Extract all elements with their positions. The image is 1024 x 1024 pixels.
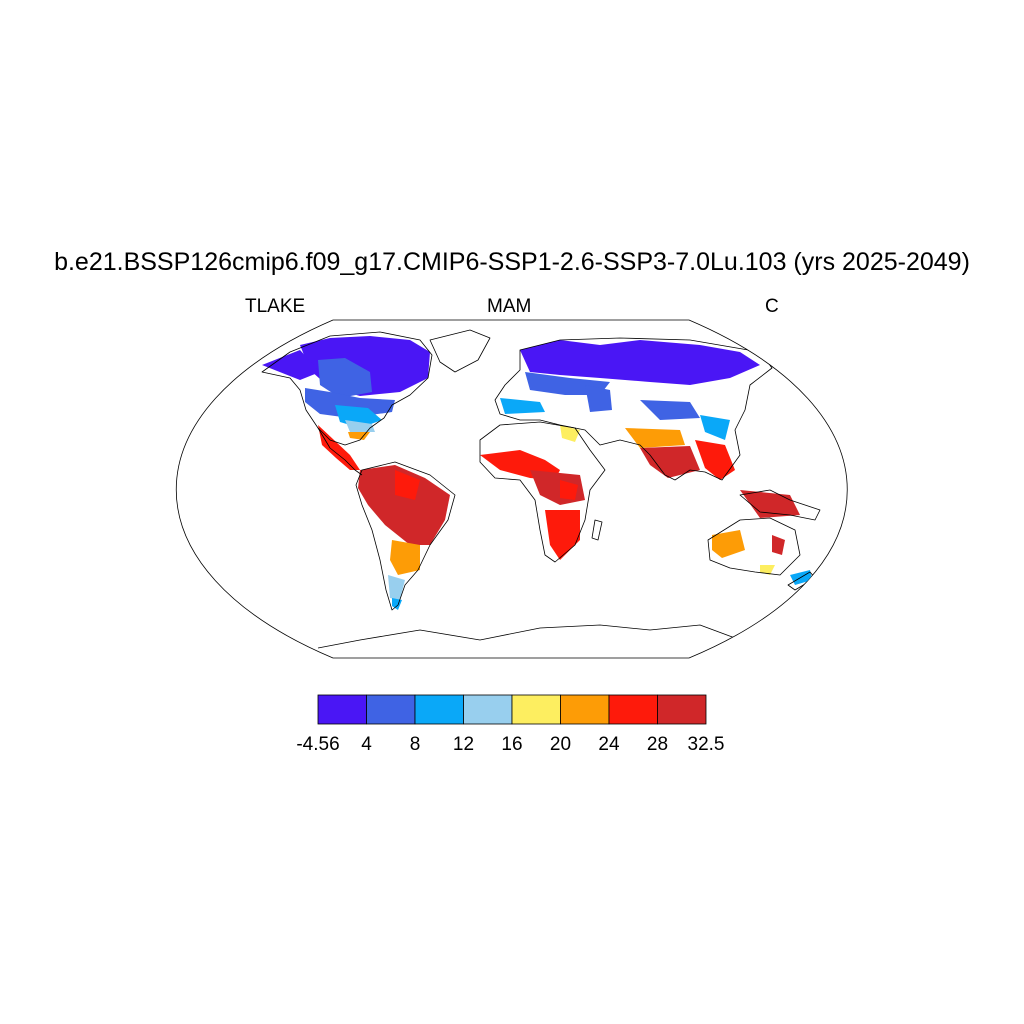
colorbar-tick-label: 32.5 [688, 734, 725, 755]
colorbar-tick-label: -4.56 [296, 734, 339, 755]
eurasia-cold-cells [500, 340, 760, 440]
colorbar-box-7 [657, 694, 707, 725]
colorbar-box-3 [463, 694, 513, 725]
lake-temperature-field [261, 329, 821, 651]
variable-label: TLAKE [245, 296, 306, 317]
colorbar-box-4 [511, 694, 561, 725]
colorbar-tick-label: 20 [550, 734, 571, 755]
africa-asia-warm-cells [480, 425, 800, 560]
colorbar-tick-label: 12 [453, 734, 474, 755]
colorbar-tick-label: 8 [410, 734, 421, 755]
colorbar-box-1 [366, 694, 416, 725]
units-label: C [765, 296, 779, 317]
coastlines [261, 329, 821, 651]
oceania-cells [712, 530, 812, 585]
plot-title: b.e21.BSSP126cmip6.f09_g17.CMIP6-SSP1-2.… [54, 248, 970, 276]
americas-warm-cells [318, 425, 450, 610]
colorbar-tick-label: 28 [647, 734, 668, 755]
colorbar-tick-label: 4 [361, 734, 372, 755]
colorbar-box-2 [414, 694, 464, 725]
colorbar-tick-label: 24 [598, 734, 620, 755]
colorbar: -4.56 4 8 12 16 20 24 28 32.5 [296, 694, 725, 755]
colorbar-tick-label: 16 [501, 734, 522, 755]
north-america-cold-cells [262, 336, 430, 440]
colorbar-box-0 [317, 694, 367, 725]
colorbar-box-6 [608, 694, 658, 725]
colorbar-box-5 [560, 694, 610, 725]
season-label: MAM [487, 296, 532, 317]
